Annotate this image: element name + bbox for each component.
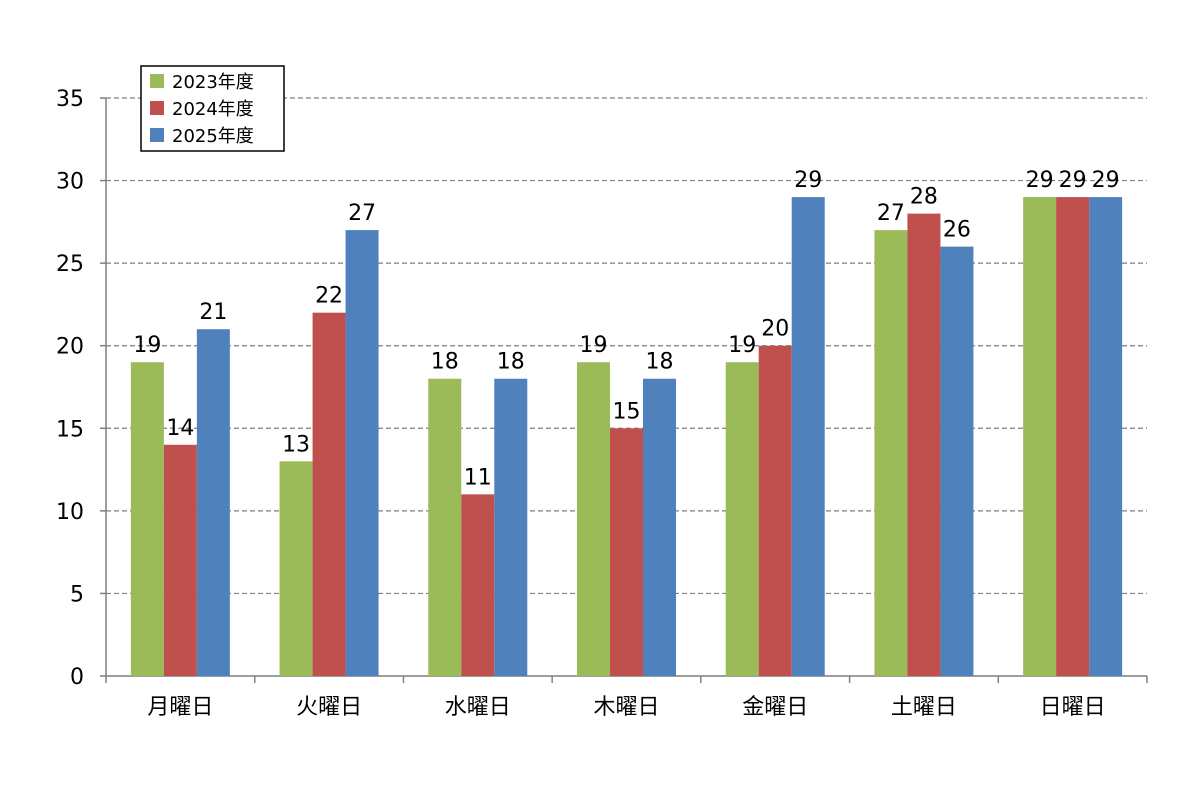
y-tick-label: 0 — [70, 665, 84, 690]
data-label: 26 — [943, 218, 971, 243]
data-label: 27 — [877, 201, 905, 226]
data-label: 13 — [282, 432, 310, 457]
data-label: 19 — [580, 333, 608, 358]
legend-label: 2025年度 — [172, 126, 254, 147]
legend-label: 2023年度 — [172, 72, 254, 93]
data-label: 19 — [728, 333, 756, 358]
legend-swatch — [150, 74, 164, 88]
bar — [725, 362, 759, 676]
bar — [643, 378, 676, 676]
y-tick-label: 15 — [56, 417, 84, 442]
bar — [312, 312, 346, 676]
x-category-label: 水曜日 — [445, 695, 511, 720]
bar — [428, 378, 462, 676]
data-labels: 19 13 18 19 19 27 29 14 22 11 15 20 28 29 21 27 18 18 29 26… — [133, 168, 1119, 490]
bar — [163, 444, 197, 676]
y-tick-label: 20 — [56, 335, 84, 360]
bar — [494, 378, 528, 676]
y-tick-label: 5 — [70, 582, 84, 607]
data-label: 15 — [613, 399, 641, 424]
bar — [1089, 197, 1123, 677]
data-label: 29 — [1026, 168, 1054, 193]
data-label: 18 — [646, 350, 674, 375]
bar — [907, 213, 941, 676]
legend-swatch — [150, 101, 164, 115]
x-category-label: 火曜日 — [296, 695, 362, 720]
x-category-label: 土曜日 — [891, 695, 957, 720]
data-label: 29 — [1092, 168, 1120, 193]
data-label: 29 — [1059, 168, 1087, 193]
x-category-label: 木曜日 — [593, 695, 659, 720]
bar — [791, 197, 825, 677]
legend-swatch — [150, 128, 164, 142]
x-category-label: 金曜日 — [742, 695, 808, 720]
axes: 0 5 10 15 20 25 30 35 月曜日 火曜日 水曜日 木曜日 金曜日 土曜日 日曜日 — [56, 87, 1148, 720]
data-label: 18 — [431, 350, 459, 375]
data-label: 20 — [761, 317, 789, 342]
x-category-label: 日曜日 — [1040, 695, 1106, 720]
bar — [874, 230, 908, 676]
legend-label: 2024年度 — [172, 99, 254, 120]
data-label: 18 — [497, 350, 525, 375]
data-label: 14 — [166, 416, 194, 441]
data-label: 22 — [315, 284, 343, 309]
bar — [196, 329, 230, 676]
data-label: 21 — [199, 300, 227, 325]
bar — [345, 230, 379, 676]
bar — [758, 345, 792, 676]
bar — [940, 246, 974, 676]
bar — [577, 362, 610, 676]
legend: 2023年度 2024年度 2025年度 — [140, 65, 285, 152]
data-label: 11 — [464, 465, 492, 490]
data-label: 28 — [910, 185, 938, 210]
y-tick-label: 30 — [56, 170, 84, 195]
bar — [130, 362, 164, 676]
legend-box — [140, 65, 285, 152]
x-category-label: 月曜日 — [147, 695, 213, 720]
data-label: 29 — [794, 168, 822, 193]
bar — [279, 461, 313, 676]
y-tick-label: 10 — [56, 500, 84, 525]
bar — [461, 494, 495, 676]
y-tick-label: 25 — [56, 252, 84, 277]
bar — [1023, 197, 1057, 677]
data-label: 19 — [133, 333, 161, 358]
data-label: 27 — [348, 201, 376, 226]
bar — [1056, 197, 1090, 677]
bars — [130, 197, 1123, 677]
legend-items: 2023年度 2024年度 2025年度 — [150, 72, 254, 147]
bar — [610, 428, 643, 676]
y-tick-label: 35 — [56, 87, 84, 112]
